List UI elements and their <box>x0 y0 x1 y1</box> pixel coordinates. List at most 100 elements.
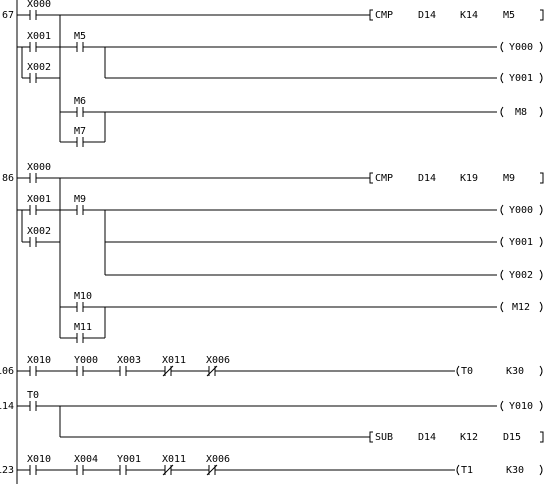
bracket-left <box>369 172 373 184</box>
contact-label: X001 <box>27 194 51 205</box>
contact-slash <box>206 464 218 476</box>
contact-gap <box>120 469 126 471</box>
contact-gap <box>30 46 36 48</box>
timer-name: T1 <box>461 465 473 476</box>
contact-label: M6 <box>74 96 86 107</box>
contact-label: M7 <box>74 126 86 137</box>
instruction-arg: D14 <box>418 10 436 21</box>
coil-gap <box>497 305 553 309</box>
contact-label: X000 <box>27 0 51 10</box>
coil-label: Y001 <box>509 237 533 248</box>
coil-right <box>539 464 543 476</box>
coil-gap <box>497 110 553 114</box>
contact-gap <box>30 177 36 179</box>
coil-right <box>539 400 543 412</box>
instruction-op: CMP <box>375 173 393 184</box>
coil-gap <box>497 76 553 80</box>
coil-label: M12 <box>512 302 530 313</box>
coil-left <box>500 236 504 248</box>
coil-label: Y000 <box>509 42 533 53</box>
instruction-arg: D14 <box>418 432 436 443</box>
contact-slash <box>206 365 218 377</box>
step-number: 67 <box>2 10 14 21</box>
step-number: 86 <box>2 173 14 184</box>
step-number: 106 <box>0 366 14 377</box>
contact-gap <box>30 77 36 79</box>
coil-gap <box>497 208 553 212</box>
coil-left <box>500 72 504 84</box>
contact-label: X011 <box>162 454 186 465</box>
coil-left <box>456 464 460 476</box>
coil-gap <box>497 45 553 49</box>
coil-left <box>500 41 504 53</box>
coil-gap <box>497 404 553 408</box>
instruction-arg: M9 <box>503 173 515 184</box>
contact-gap <box>77 46 83 48</box>
coil-label: Y010 <box>509 401 533 412</box>
instruction-arg: K14 <box>460 10 478 21</box>
contact-gap <box>77 306 83 308</box>
coil-right <box>539 301 543 313</box>
contact-label: M10 <box>74 291 92 302</box>
coil-left <box>500 301 504 313</box>
coil-right <box>539 236 543 248</box>
coil-left <box>500 269 504 281</box>
coil-label: Y002 <box>509 270 533 281</box>
contact-label: M5 <box>74 31 86 42</box>
contact-gap <box>30 370 36 372</box>
contact-label: X004 <box>74 454 98 465</box>
coil-left <box>500 204 504 216</box>
contact-gap <box>77 111 83 113</box>
contact-label: Y000 <box>74 355 98 366</box>
contact-slash <box>162 464 174 476</box>
contact-label: T0 <box>27 390 39 401</box>
coil-label: Y001 <box>509 73 533 84</box>
contact-gap <box>77 141 83 143</box>
step-number: 123 <box>0 465 14 476</box>
step-number: 114 <box>0 401 14 412</box>
contact-label: X010 <box>27 355 51 366</box>
contact-gap <box>30 405 36 407</box>
contact-gap <box>77 209 83 211</box>
timer-name: T0 <box>461 366 473 377</box>
coil-label: Y000 <box>509 205 533 216</box>
coil-right <box>539 204 543 216</box>
contact-gap <box>30 209 36 211</box>
contact-slash <box>162 365 174 377</box>
instruction-arg: K12 <box>460 432 478 443</box>
instruction-arg: M5 <box>503 10 515 21</box>
bracket-right <box>540 172 544 184</box>
contact-gap <box>120 370 126 372</box>
contact-label: Y001 <box>117 454 141 465</box>
coil-right <box>539 269 543 281</box>
contact-gap <box>30 241 36 243</box>
coil-right <box>539 72 543 84</box>
contact-label: X000 <box>27 162 51 173</box>
coil-right <box>539 41 543 53</box>
bracket-right <box>540 431 544 443</box>
contact-label: X001 <box>27 31 51 42</box>
bracket-left <box>369 9 373 21</box>
contact-label: X002 <box>27 226 51 237</box>
timer-preset: K30 <box>506 366 524 377</box>
coil-right <box>539 365 543 377</box>
contact-label: X006 <box>206 355 230 366</box>
coil-label: M8 <box>515 107 527 118</box>
contact-gap <box>30 469 36 471</box>
instruction-arg: D15 <box>503 432 521 443</box>
contact-label: X011 <box>162 355 186 366</box>
coil-left <box>456 365 460 377</box>
coil-gap <box>497 273 553 277</box>
coil-left <box>500 400 504 412</box>
instruction-op: CMP <box>375 10 393 21</box>
contact-gap <box>77 337 83 339</box>
instruction-arg: D14 <box>418 173 436 184</box>
contact-gap <box>30 14 36 16</box>
contact-label: M9 <box>74 194 86 205</box>
contact-label: X010 <box>27 454 51 465</box>
contact-gap <box>77 370 83 372</box>
contact-label: X006 <box>206 454 230 465</box>
contact-label: M11 <box>74 322 92 333</box>
coil-right <box>539 106 543 118</box>
coil-left <box>500 106 504 118</box>
